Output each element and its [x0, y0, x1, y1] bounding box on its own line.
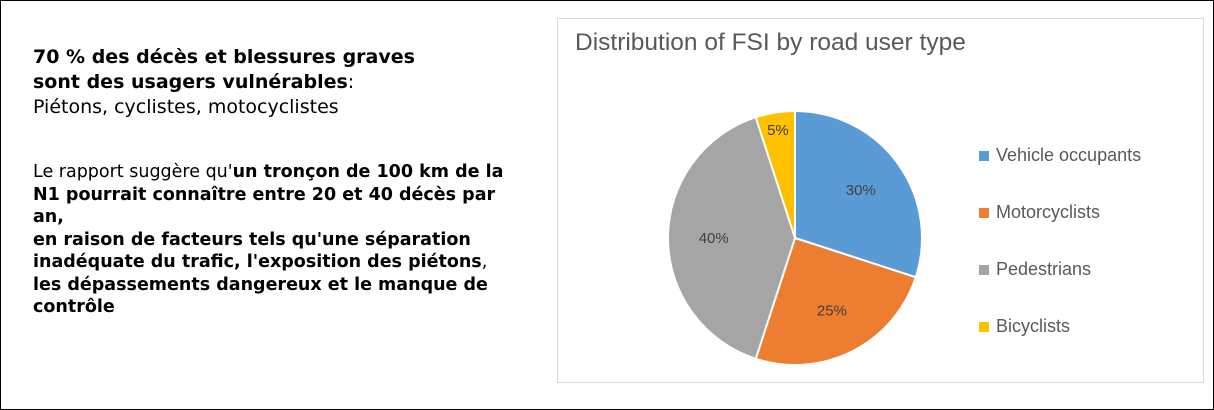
- legend-item-vehicle-occupants: Vehicle occupants: [979, 145, 1199, 202]
- legend-swatch-motorcyclists: [979, 208, 989, 218]
- report-paragraph: Le rapport suggère qu'un tronçon de 100 …: [33, 161, 523, 319]
- heading-line-1: 70 % des décès et blessures graves: [33, 46, 415, 68]
- para-bold: un tronçon de 100 km de la N1 pourrait c…: [33, 162, 504, 227]
- legend-item-bicyclists: Bicyclists: [979, 316, 1199, 373]
- para-intro: Le rapport suggère qu': [33, 162, 233, 182]
- legend-swatch-vehicle-occupants: [979, 151, 989, 161]
- summary-block: 70 % des décès et blessures graves sont …: [33, 45, 533, 120]
- pie-chart: 30% 25% 40% 5%: [667, 109, 923, 366]
- legend-item-pedestrians: Pedestrians: [979, 259, 1199, 316]
- para-bold-3: les dépassements dangereux et le manque …: [33, 274, 488, 318]
- summary-heading: 70 % des décès et blessures graves sont …: [33, 45, 533, 95]
- pie-chart-panel: Distribution of FSI by road user type 30…: [557, 18, 1204, 383]
- legend-label-motorcyclists: Motorcyclists: [996, 202, 1101, 222]
- pie-slice-motorcyclists: [754, 236, 918, 366]
- data-label-motorcyclists: 25%: [817, 302, 847, 319]
- pie-slice-pedestrians: [667, 115, 797, 361]
- data-label-bicyclists: 5%: [767, 122, 789, 139]
- legend-label-bicyclists: Bicyclists: [996, 316, 1071, 336]
- legend-label-vehicle-occupants: Vehicle occupants: [996, 145, 1142, 165]
- summary-subtitle: Piétons, cyclistes, motocyclistes: [33, 96, 339, 118]
- pie-slice-bicyclists: [754, 109, 796, 239]
- chart-legend: Vehicle occupants Motorcyclists Pedestrian…: [979, 145, 1199, 373]
- legend-label-pedestrians: Pedestrians: [996, 259, 1092, 279]
- pie-slice-vehicle-occupants: [794, 109, 923, 279]
- chart-title: Distribution of FSI by road user type: [575, 29, 966, 56]
- legend-swatch-bicyclists: [979, 322, 989, 332]
- data-label-vehicle-occupants: 30%: [846, 182, 876, 199]
- para-tail: ,: [481, 252, 488, 272]
- legend-item-motorcyclists: Motorcyclists: [979, 202, 1199, 259]
- heading-colon: :: [347, 71, 355, 93]
- legend-swatch-pedestrians: [979, 265, 989, 275]
- heading-line-2: sont des usagers vulnérables: [33, 71, 348, 93]
- para-bold-2: en raison de facteurs tels qu'une sépara…: [33, 229, 482, 273]
- data-label-pedestrians: 40%: [699, 230, 729, 247]
